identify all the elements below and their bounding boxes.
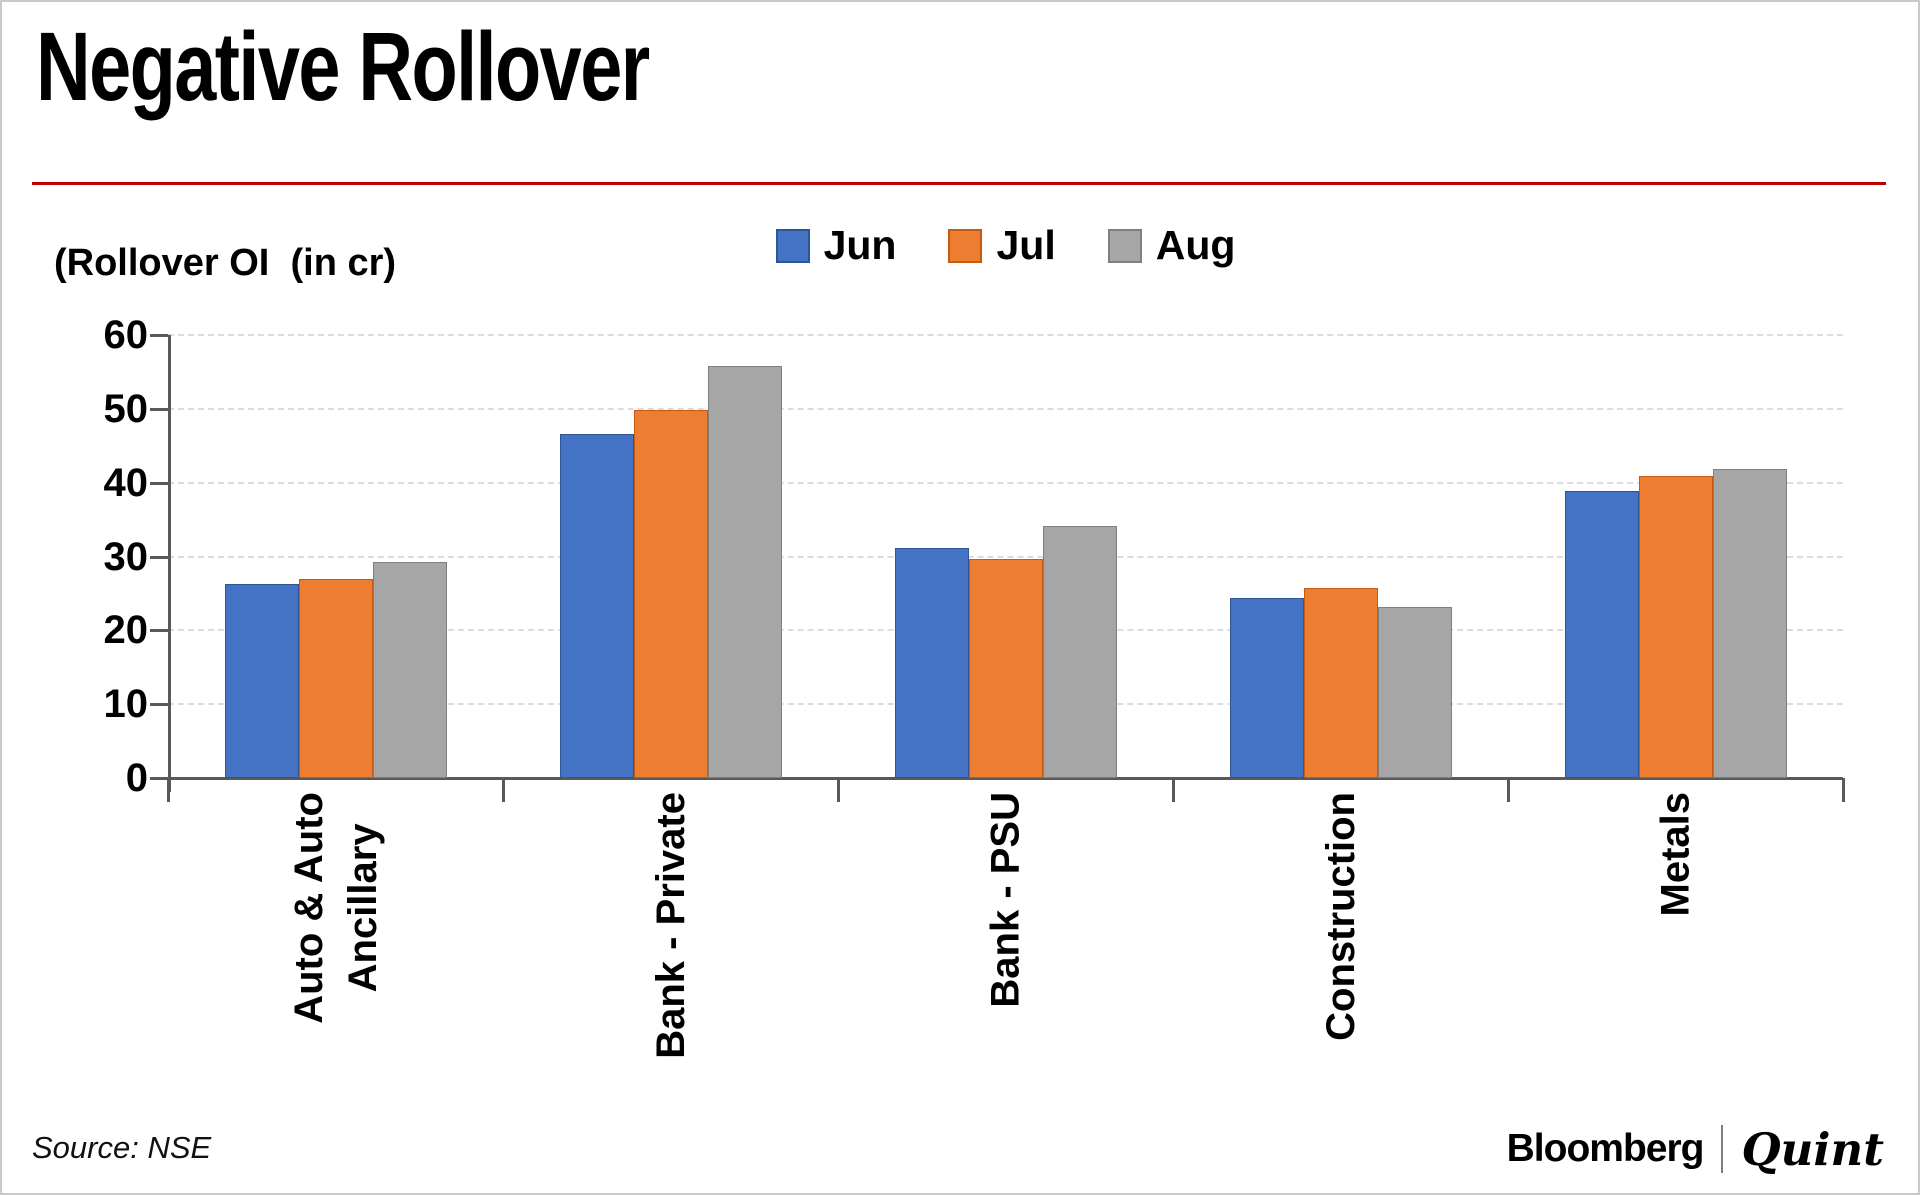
bar-aug-bank-private	[707, 366, 782, 778]
y-tick-label: 0	[125, 756, 148, 800]
gridline	[168, 555, 1843, 558]
y-tick-label: 10	[103, 682, 149, 727]
source-note: Source: NSE	[32, 1130, 212, 1165]
x-axis-tick	[167, 778, 170, 802]
y-tick-label: 50	[103, 386, 149, 431]
y-axis-tick	[150, 407, 168, 411]
x-axis-tick	[502, 778, 505, 802]
y-axis-tick	[150, 334, 168, 337]
category-label-text: Bank - PSU	[983, 792, 1028, 1008]
bar-jul-bank-private	[633, 410, 708, 778]
chart-title: Negative Rollover	[36, 12, 650, 121]
bar-aug-metals	[1712, 468, 1787, 778]
legend-swatch-aug	[1107, 228, 1142, 263]
bar-aug-construction	[1377, 606, 1452, 778]
brand-separator-bar	[1721, 1125, 1724, 1173]
chart-legend: Jun Jul Aug	[168, 222, 1843, 269]
y-axis-tick	[150, 703, 168, 707]
legend-item-jun: Jun	[775, 222, 897, 269]
y-tick-label: 30	[103, 534, 149, 579]
legend-swatch-jul	[948, 228, 983, 263]
x-axis-tick	[1507, 778, 1510, 802]
category-label-text: Metals	[1653, 792, 1698, 917]
bar-jun-construction	[1229, 597, 1304, 778]
legend-swatch-jun	[775, 228, 810, 263]
gridline	[168, 407, 1843, 410]
y-axis-tick	[150, 629, 168, 633]
bar-jul-metals	[1638, 476, 1713, 778]
bar-jul-construction	[1303, 587, 1378, 778]
quint-wordmark: Quint	[1741, 1122, 1884, 1176]
gridline	[168, 481, 1843, 484]
bar-aug-bank-psu	[1042, 526, 1117, 778]
y-axis-tick	[150, 481, 168, 485]
bar-jun-bank-private	[559, 433, 634, 778]
y-axis-line	[168, 335, 171, 792]
bloomberg-wordmark: Bloomberg	[1506, 1127, 1705, 1170]
y-tick-label: 60	[103, 313, 149, 357]
category-label-text: Auto & Auto Ancillary	[286, 792, 385, 1024]
bar-jun-auto-auto-ancillary	[224, 583, 299, 778]
legend-item-aug: Aug	[1107, 222, 1236, 269]
category-label-text: Bank - Private	[648, 792, 693, 1059]
x-axis-tick	[837, 778, 840, 802]
bar-aug-auto-auto-ancillary	[372, 562, 447, 778]
y-tick-label: 40	[103, 460, 149, 505]
legend-label: Jun	[823, 222, 897, 268]
title-rule	[32, 182, 1886, 185]
bar-jun-metals	[1564, 490, 1639, 778]
category-label-text: Construction	[1318, 792, 1363, 1041]
bar-jul-auto-auto-ancillary	[298, 578, 373, 778]
legend-item-jul: Jul	[948, 222, 1056, 269]
y-tick-label: 20	[103, 608, 149, 653]
brand-logo: Bloomberg Quint	[1507, 1120, 1884, 1178]
y-axis-tick	[150, 777, 168, 780]
y-axis-tick	[150, 555, 168, 559]
y-axis-caption: (Rollover OI (in cr)	[54, 242, 397, 284]
bar-jul-bank-psu	[968, 559, 1043, 778]
legend-label: Jul	[996, 222, 1056, 268]
legend-label: Aug	[1155, 222, 1236, 268]
x-axis-tick	[1842, 778, 1845, 802]
bar-jun-bank-psu	[894, 548, 969, 778]
x-axis-tick	[1172, 778, 1175, 802]
x-axis-line	[168, 777, 1843, 780]
gridline	[168, 334, 1843, 336]
